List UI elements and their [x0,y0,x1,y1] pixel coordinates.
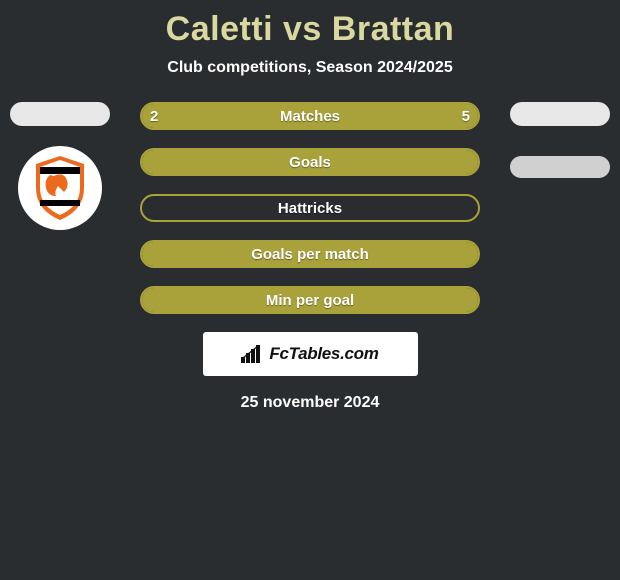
left-player-oval [10,102,110,126]
left-club-badge [18,146,102,230]
brand-text: FcTables.com [269,344,378,364]
date-label: 25 november 2024 [0,394,620,412]
stat-bar-fill-right [236,104,478,128]
club-shield-icon [24,152,96,224]
stat-row: Hattricks [140,194,480,222]
page-subtitle: Club competitions, Season 2024/2025 [0,59,620,77]
stat-bar [140,148,480,176]
stat-bar [140,194,480,222]
stat-value-right: 5 [462,102,470,130]
page-title: Caletti vs Brattan [0,10,620,49]
stat-bar [140,102,480,130]
stat-value-left: 2 [150,102,158,130]
comparison-stage: Matches25GoalsHattricksGoals per matchMi… [0,102,620,314]
stat-row: Goals per match [140,240,480,268]
right-player-oval [510,102,610,126]
stat-bar-fill-right [142,150,478,174]
brand-box: FcTables.com [203,332,418,376]
stat-row: Matches25 [140,102,480,130]
right-player-oval-2 [510,156,610,178]
stat-bar [140,240,480,268]
stat-row: Goals [140,148,480,176]
comparison-rows: Matches25GoalsHattricksGoals per matchMi… [140,102,480,314]
left-player-col [10,102,110,230]
right-player-col [510,102,610,178]
stat-row: Min per goal [140,286,480,314]
stat-bar-fill-right [142,288,478,312]
stat-bar [140,286,480,314]
stat-bar-fill-right [142,242,478,266]
brand-bars-icon [241,345,263,363]
